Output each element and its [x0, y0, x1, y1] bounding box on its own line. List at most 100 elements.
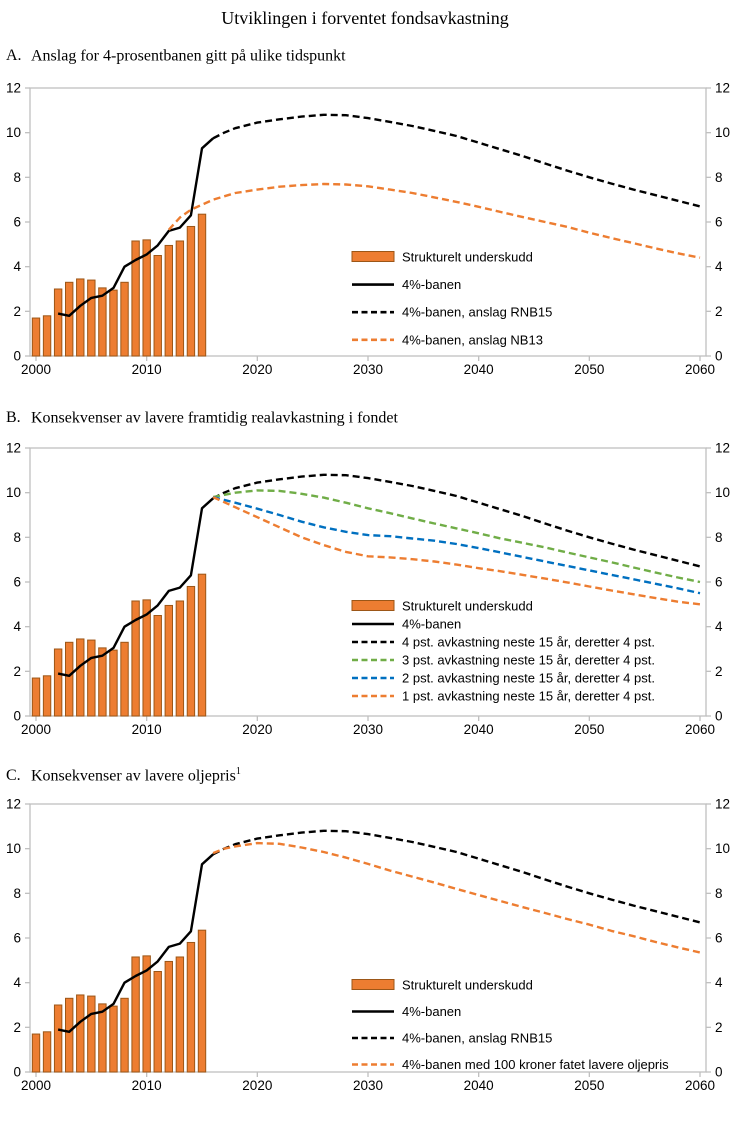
y-tick-label-left: 0: [13, 1065, 21, 1080]
legend-swatch-bar: [351, 600, 395, 611]
bar-2013: [175, 600, 185, 717]
line-banen-4pct: [57, 137, 214, 317]
y-tick-label-left: 8: [13, 886, 21, 901]
x-tick-label: 2020: [242, 362, 272, 377]
y-tick-label-right: 0: [715, 349, 723, 364]
bar-2013: [175, 240, 185, 357]
bar-2002: [53, 648, 63, 717]
legend-label-avkastning-3pst: 3 pst. avkastning neste 15 år, deretter …: [402, 653, 655, 668]
y-tick-label-right: 12: [715, 441, 730, 456]
y-tick-label-right: 12: [715, 797, 730, 812]
y-tick-label-right: 8: [715, 530, 723, 545]
x-tick-label: 2060: [685, 1078, 715, 1093]
bar-2007: [109, 1005, 118, 1073]
x-tick-label: 2030: [353, 722, 383, 737]
bar-2013: [175, 956, 185, 1073]
x-tick-label: 2030: [353, 1078, 383, 1093]
y-tick-label-left: 6: [13, 575, 21, 590]
panel-a-heading: A. Anslag for 4-prosentbanen gitt på ulik…: [6, 46, 346, 65]
y-tick-label-left: 10: [6, 125, 21, 140]
bar-2010: [142, 955, 151, 1073]
bar-2008: [120, 281, 129, 357]
bar-2009: [131, 240, 140, 357]
y-tick-label-right: 8: [715, 886, 723, 901]
y-tick-label-right: 10: [715, 841, 730, 856]
bar-2006: [98, 647, 107, 717]
bar-2012: [164, 604, 174, 717]
figure-title: Utviklingen i forventet fondsavkastning: [221, 8, 509, 28]
x-tick-label: 2030: [353, 362, 383, 377]
y-tick-label-right: 6: [715, 215, 723, 230]
y-tick-label-left: 4: [13, 975, 21, 990]
legend-label-bar: Strukturelt underskudd: [402, 599, 533, 614]
x-tick-label: 2060: [685, 362, 715, 377]
y-tick-label-left: 2: [13, 664, 21, 679]
y-tick-label-left: 4: [13, 259, 21, 274]
legend-label-rnb15: 4%-banen, anslag RNB15: [402, 305, 552, 320]
bar-2012: [164, 244, 174, 357]
bar-2011: [153, 971, 162, 1073]
y-tick-label-right: 6: [715, 931, 723, 946]
y-tick-label-left: 8: [13, 170, 21, 185]
x-tick-label: 2000: [21, 1078, 51, 1093]
bar-2009: [131, 600, 140, 717]
bar-2002: [53, 288, 63, 357]
x-tick-label: 2050: [574, 1078, 604, 1093]
bar-2006: [98, 287, 107, 357]
y-tick-label-left: 2: [13, 1020, 21, 1035]
bar-2007: [109, 649, 118, 717]
panel-a-label: A.: [6, 47, 22, 65]
legend-swatch-bar: [351, 979, 395, 990]
y-tick-label-left: 12: [6, 797, 21, 812]
line-avkastning-2pst: [212, 495, 701, 595]
bar-2001: [42, 675, 52, 717]
bar-2008: [120, 997, 129, 1073]
y-tick-label-right: 2: [715, 664, 723, 679]
y-tick-label-left: 8: [13, 530, 21, 545]
bar-2014: [186, 585, 196, 717]
chart-b-canvas: 0 0 2 2 4 4 6 6 8 8 10 10 12 12 2000 2010 2020 2030 2040 20…: [6, 441, 730, 738]
legend-label-nb13: 4%-banen, anslag NB13: [402, 332, 543, 347]
bar-2011: [153, 255, 162, 357]
x-tick-label: 2000: [21, 722, 51, 737]
line-avkastning-1pst: [212, 496, 701, 606]
bar-2004: [76, 278, 85, 357]
chart-a-canvas: 0 0 2 2 4 4 6 6 8 8 10 10 12 12 2000 2010 2020 2030 2040 20…: [6, 81, 730, 378]
y-tick-label-right: 8: [715, 170, 723, 185]
y-tick-label-right: 12: [715, 81, 730, 96]
y-tick-label-right: 4: [715, 259, 723, 274]
bar-2003: [65, 641, 74, 717]
x-tick-label: 2050: [574, 722, 604, 737]
bar-2008: [120, 641, 129, 717]
bar-2012: [164, 960, 174, 1073]
legend-label-bar: Strukturelt underskudd: [402, 250, 533, 265]
legend-swatch-bar: [351, 251, 395, 262]
legend-label-banen-4pct: 4%-banen: [402, 1004, 461, 1019]
y-tick-label-right: 2: [715, 1020, 723, 1035]
y-tick-label-right: 4: [715, 975, 723, 990]
panel-c-footnote-marker: 1: [235, 766, 241, 777]
bar-2005: [87, 639, 96, 717]
line-avkastning-4pst: [212, 473, 701, 568]
y-tick-label-right: 10: [715, 125, 730, 140]
y-tick-label-left: 6: [13, 215, 21, 230]
y-tick-label-left: 2: [13, 304, 21, 319]
x-tick-label: 2060: [685, 722, 715, 737]
bar-2009: [131, 956, 140, 1073]
legend-label-avkastning-4pst: 4 pst. avkastning neste 15 år, deretter …: [402, 635, 655, 650]
bar-2014: [186, 225, 196, 357]
bar-2002: [53, 1004, 63, 1073]
bar-2003: [65, 997, 74, 1073]
bar-2010: [142, 599, 151, 717]
y-tick-label-left: 6: [13, 931, 21, 946]
x-tick-label: 2040: [464, 722, 494, 737]
y-tick-label-left: 0: [13, 349, 21, 364]
bar-2015: [197, 573, 207, 717]
y-tick-label-left: 0: [13, 709, 21, 724]
legend-label-banen-4pct: 4%-banen: [402, 277, 461, 292]
x-tick-label: 2020: [242, 1078, 272, 1093]
x-tick-label: 2040: [464, 1078, 494, 1093]
line-nb13: [167, 182, 701, 259]
y-tick-label-right: 10: [715, 485, 730, 500]
bar-2004: [76, 638, 85, 717]
